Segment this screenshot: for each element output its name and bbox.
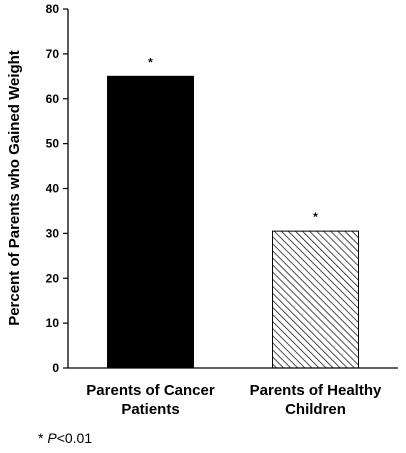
y-tick-label: 80 — [46, 2, 60, 16]
y-tick-label: 20 — [46, 271, 60, 285]
significance-markers: ** — [148, 55, 318, 224]
bar-1 — [107, 75, 194, 369]
y-tick-label: 0 — [52, 361, 59, 375]
category-labels: Parents of Cancer Patients Parents of Heal… — [86, 382, 382, 418]
x-category-label: Parents of Cancer Patients — [86, 382, 215, 418]
y-tick-label: 50 — [46, 137, 60, 151]
y-tick-label: 70 — [46, 47, 60, 61]
x-category-label-line: Parents of Cancer — [86, 382, 215, 399]
bar-2 — [272, 230, 359, 369]
footnote-threshold: <0.01 — [57, 430, 93, 446]
x-category-label-line: Parents of Healthy — [250, 382, 382, 399]
y-axis-title: Percent of Parents who Gained Weight — [6, 50, 23, 326]
bars — [107, 75, 359, 369]
y-tick-label: 60 — [46, 92, 60, 106]
x-category-label-line: Patients — [121, 401, 179, 418]
footnote-p: P — [47, 430, 57, 446]
y-tick-label: 30 — [46, 226, 60, 240]
significance-marker: * — [313, 210, 318, 224]
significance-marker: * — [148, 55, 153, 69]
x-category-label: Parents of Healthy Children — [250, 382, 382, 418]
y-tick-label: 40 — [46, 182, 60, 196]
x-category-label-line: Children — [285, 401, 346, 418]
footnote: * P<0.01 — [38, 430, 92, 446]
y-tick-label: 10 — [46, 316, 60, 330]
footnote-symbol: * — [38, 430, 47, 446]
y-axis-ticks: 0 10 20 30 40 50 60 70 80 — [46, 2, 68, 375]
